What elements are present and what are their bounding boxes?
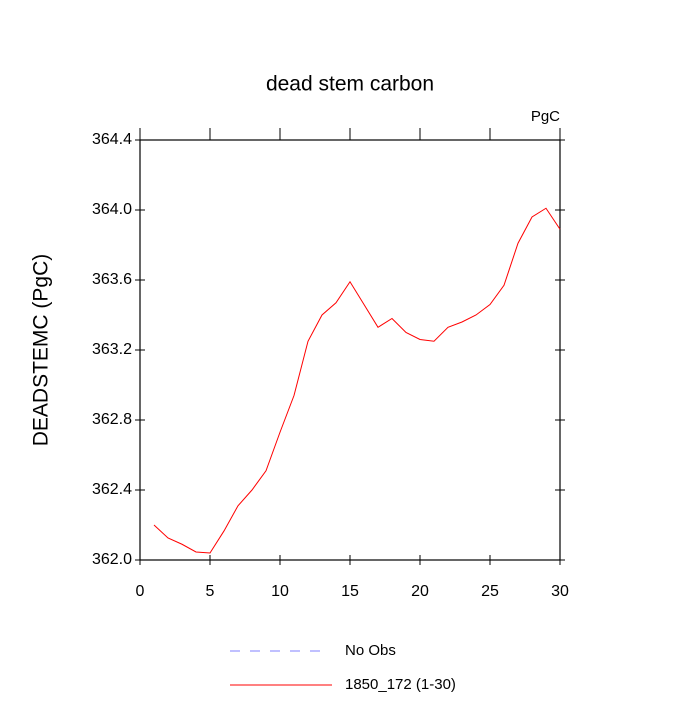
y-tick-label: 363.6 (92, 271, 132, 288)
x-tick-label: 20 (411, 583, 429, 600)
y-axis-label: DEADSTEMC (PgC) (30, 254, 53, 447)
y-tick-label: 362.0 (92, 551, 132, 568)
y-tick-label: 364.0 (92, 201, 132, 218)
units-label: PgC (531, 108, 560, 125)
legend-label: No Obs (345, 642, 396, 659)
x-tick-label: 25 (481, 583, 499, 600)
x-tick-label: 0 (136, 583, 145, 600)
x-tick-label: 5 (206, 583, 215, 600)
x-tick-label: 10 (271, 583, 289, 600)
y-tick-label: 364.4 (92, 131, 132, 148)
chart-title: dead stem carbon (266, 73, 434, 96)
x-tick-label: 30 (551, 583, 569, 600)
y-tick-label: 362.4 (92, 481, 132, 498)
x-tick-label: 15 (341, 583, 359, 600)
y-tick-label: 363.2 (92, 341, 132, 358)
plot-frame (139, 139, 561, 561)
data-line (153, 207, 561, 554)
legend-label: 1850_172 (1-30) (345, 676, 456, 693)
y-tick-label: 362.8 (92, 411, 132, 428)
